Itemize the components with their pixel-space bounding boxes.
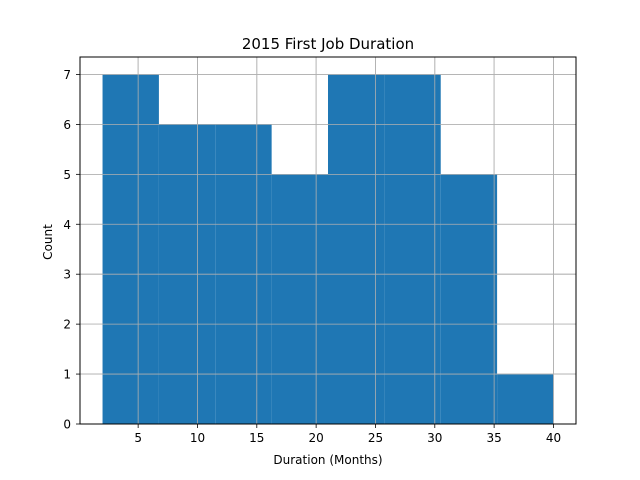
y-tick-label: 1 (63, 368, 71, 382)
y-tick-label: 6 (63, 118, 71, 132)
y-tick-label: 3 (63, 268, 71, 282)
y-tick-label: 7 (63, 68, 71, 82)
y-tick-label: 0 (63, 418, 71, 432)
histogram-bar (271, 174, 328, 424)
histogram-bar (440, 174, 498, 424)
y-tick-label: 5 (63, 168, 71, 182)
x-tick-label: 30 (427, 431, 442, 445)
x-tick-label: 5 (134, 431, 142, 445)
x-tick-label: 40 (546, 431, 561, 445)
y-tick-label: 2 (63, 318, 71, 332)
histogram-bar (384, 74, 441, 424)
histogram-bar (497, 374, 554, 424)
x-tick-label: 15 (249, 431, 264, 445)
x-tick-label: 20 (308, 431, 323, 445)
ticks-layer: 5 10 15 20 25 30 35 40 0 1 2 3 4 5 6 7 (63, 68, 561, 445)
y-axis-label: Count (41, 224, 55, 260)
chart-title: 2015 First Job Duration (242, 35, 414, 53)
x-tick-label: 25 (368, 431, 383, 445)
bars-layer (80, 57, 576, 425)
histogram-bar (102, 74, 159, 424)
plot-frame (79, 56, 577, 425)
histogram-bar (328, 74, 385, 424)
y-tick-label: 4 (63, 218, 71, 232)
grid-overlay (80, 57, 576, 425)
x-tick-label: 10 (190, 431, 205, 445)
x-tick-label: 35 (486, 431, 501, 445)
x-axis-label: Duration (Months) (273, 453, 382, 467)
